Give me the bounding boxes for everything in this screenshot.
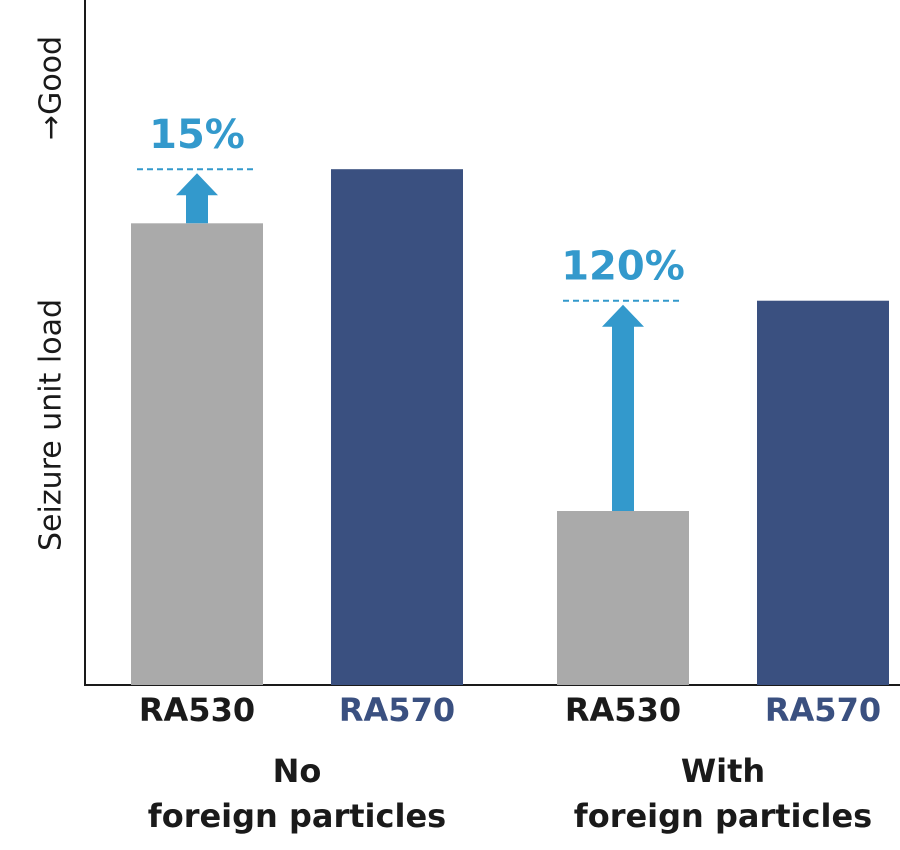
- bar-label: RA530: [139, 691, 255, 729]
- group-label: No: [273, 752, 322, 790]
- group-label: foreign particles: [574, 797, 872, 835]
- bar: [757, 300, 889, 685]
- bar-label: RA530: [565, 691, 681, 729]
- bar-label: RA570: [765, 691, 881, 729]
- bar-label: RA570: [339, 691, 455, 729]
- y-axis-direction: →Good: [34, 36, 69, 140]
- group-label: foreign particles: [148, 797, 446, 835]
- improvement-label: 15%: [149, 112, 245, 158]
- bar: [131, 223, 263, 685]
- bar: [331, 169, 463, 685]
- y-axis-label: Seizure unit load: [34, 299, 69, 551]
- bar: [557, 511, 689, 685]
- improvement-label: 120%: [561, 244, 685, 290]
- improvement-arrow: [176, 173, 218, 224]
- improvement-arrow: [602, 304, 644, 512]
- group-label: With: [681, 752, 765, 790]
